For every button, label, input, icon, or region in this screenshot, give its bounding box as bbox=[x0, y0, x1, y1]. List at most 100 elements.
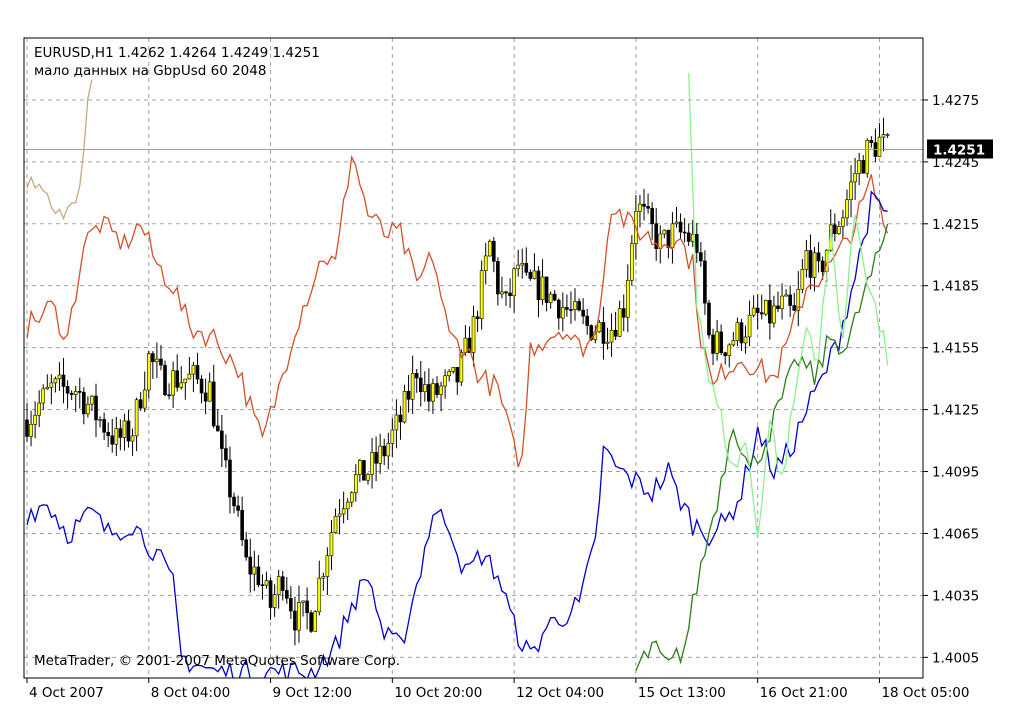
candle bbox=[881, 117, 886, 152]
candle bbox=[77, 377, 82, 409]
candle bbox=[556, 298, 561, 330]
candle bbox=[252, 550, 257, 592]
candle bbox=[199, 375, 204, 404]
candle bbox=[565, 294, 569, 317]
candle bbox=[674, 206, 679, 228]
candle bbox=[532, 253, 537, 280]
candle bbox=[427, 368, 431, 412]
candle bbox=[402, 384, 407, 424]
candle bbox=[394, 399, 399, 449]
candle bbox=[114, 416, 119, 457]
x-tick-label: 8 Oct 04:00 bbox=[151, 685, 230, 701]
candle bbox=[423, 371, 427, 402]
candle bbox=[418, 360, 423, 407]
candle bbox=[780, 283, 784, 320]
candle bbox=[715, 319, 719, 361]
candle bbox=[215, 409, 220, 432]
candle bbox=[98, 416, 102, 428]
candle bbox=[276, 569, 281, 609]
candle bbox=[654, 207, 659, 261]
y-tick-label: 1.4275 bbox=[932, 93, 979, 109]
candle bbox=[605, 327, 610, 350]
candle bbox=[45, 374, 50, 390]
candle bbox=[739, 318, 744, 352]
candle bbox=[297, 585, 301, 643]
candle bbox=[455, 366, 460, 395]
candle bbox=[122, 413, 127, 451]
candle bbox=[57, 362, 62, 391]
candle bbox=[321, 572, 326, 591]
candle bbox=[487, 239, 492, 257]
candle bbox=[849, 165, 853, 218]
candle bbox=[220, 414, 224, 468]
candle bbox=[841, 209, 845, 239]
candle bbox=[329, 520, 334, 571]
copyright-text: MetaTrader, © 2001-2007 MetaQuotes Softw… bbox=[34, 653, 400, 669]
candle bbox=[613, 311, 618, 341]
candle bbox=[800, 258, 805, 294]
candle bbox=[784, 289, 788, 297]
y-tick-label: 1.4245 bbox=[932, 155, 979, 171]
x-tick-label: 18 Oct 05:00 bbox=[881, 685, 969, 701]
candle bbox=[699, 241, 703, 267]
candle bbox=[207, 372, 212, 402]
candle bbox=[146, 350, 151, 399]
candle bbox=[325, 547, 330, 596]
candle bbox=[244, 531, 249, 561]
candle bbox=[443, 369, 447, 399]
y-tick-label: 1.4005 bbox=[932, 650, 979, 666]
data-warning: мало данных на GbpUsd 60 2048 bbox=[34, 63, 266, 79]
candle bbox=[333, 508, 338, 534]
series-line-dark_green bbox=[635, 223, 889, 672]
candle bbox=[617, 300, 622, 337]
candle bbox=[69, 390, 74, 401]
candle bbox=[861, 155, 866, 174]
candle bbox=[138, 392, 143, 411]
candle bbox=[410, 355, 415, 414]
candle bbox=[703, 250, 707, 315]
candle bbox=[366, 472, 370, 485]
candle bbox=[496, 257, 500, 306]
candle bbox=[386, 432, 391, 470]
candle bbox=[110, 418, 115, 453]
candle bbox=[682, 218, 687, 243]
candle bbox=[118, 419, 123, 451]
candle bbox=[382, 438, 387, 466]
candle bbox=[82, 387, 86, 425]
candle bbox=[504, 290, 508, 306]
chart-title: EURUSD,H1 1.4262 1.4264 1.4249 1.4251 bbox=[34, 45, 320, 61]
candle bbox=[768, 284, 772, 340]
candle bbox=[73, 385, 78, 412]
candle bbox=[256, 554, 261, 588]
candle bbox=[475, 310, 480, 332]
candle bbox=[569, 291, 573, 324]
candle bbox=[601, 306, 606, 360]
candle bbox=[723, 351, 728, 365]
y-tick-label: 1.4035 bbox=[932, 588, 979, 604]
candle bbox=[390, 418, 395, 457]
candle bbox=[305, 587, 309, 630]
candle bbox=[447, 369, 451, 382]
candle bbox=[362, 460, 366, 481]
candle bbox=[179, 366, 184, 390]
y-tick-label: 1.4215 bbox=[932, 217, 979, 233]
candle bbox=[232, 492, 236, 514]
candle bbox=[25, 402, 29, 442]
series-line-light_green bbox=[688, 72, 889, 539]
x-tick-label: 9 Oct 12:00 bbox=[273, 685, 352, 701]
candle bbox=[260, 574, 265, 600]
candle bbox=[37, 390, 41, 428]
x-tick-label: 12 Oct 04:00 bbox=[516, 685, 604, 701]
candle bbox=[638, 194, 642, 228]
y-tick-label: 1.4065 bbox=[932, 526, 979, 542]
candle bbox=[406, 374, 411, 413]
candle bbox=[772, 295, 776, 328]
candle bbox=[719, 324, 723, 356]
y-tick-label: 1.4155 bbox=[932, 341, 979, 357]
candle bbox=[479, 260, 484, 330]
candle bbox=[349, 491, 354, 508]
candle bbox=[134, 397, 139, 452]
candle bbox=[94, 383, 98, 438]
candle bbox=[228, 446, 232, 514]
